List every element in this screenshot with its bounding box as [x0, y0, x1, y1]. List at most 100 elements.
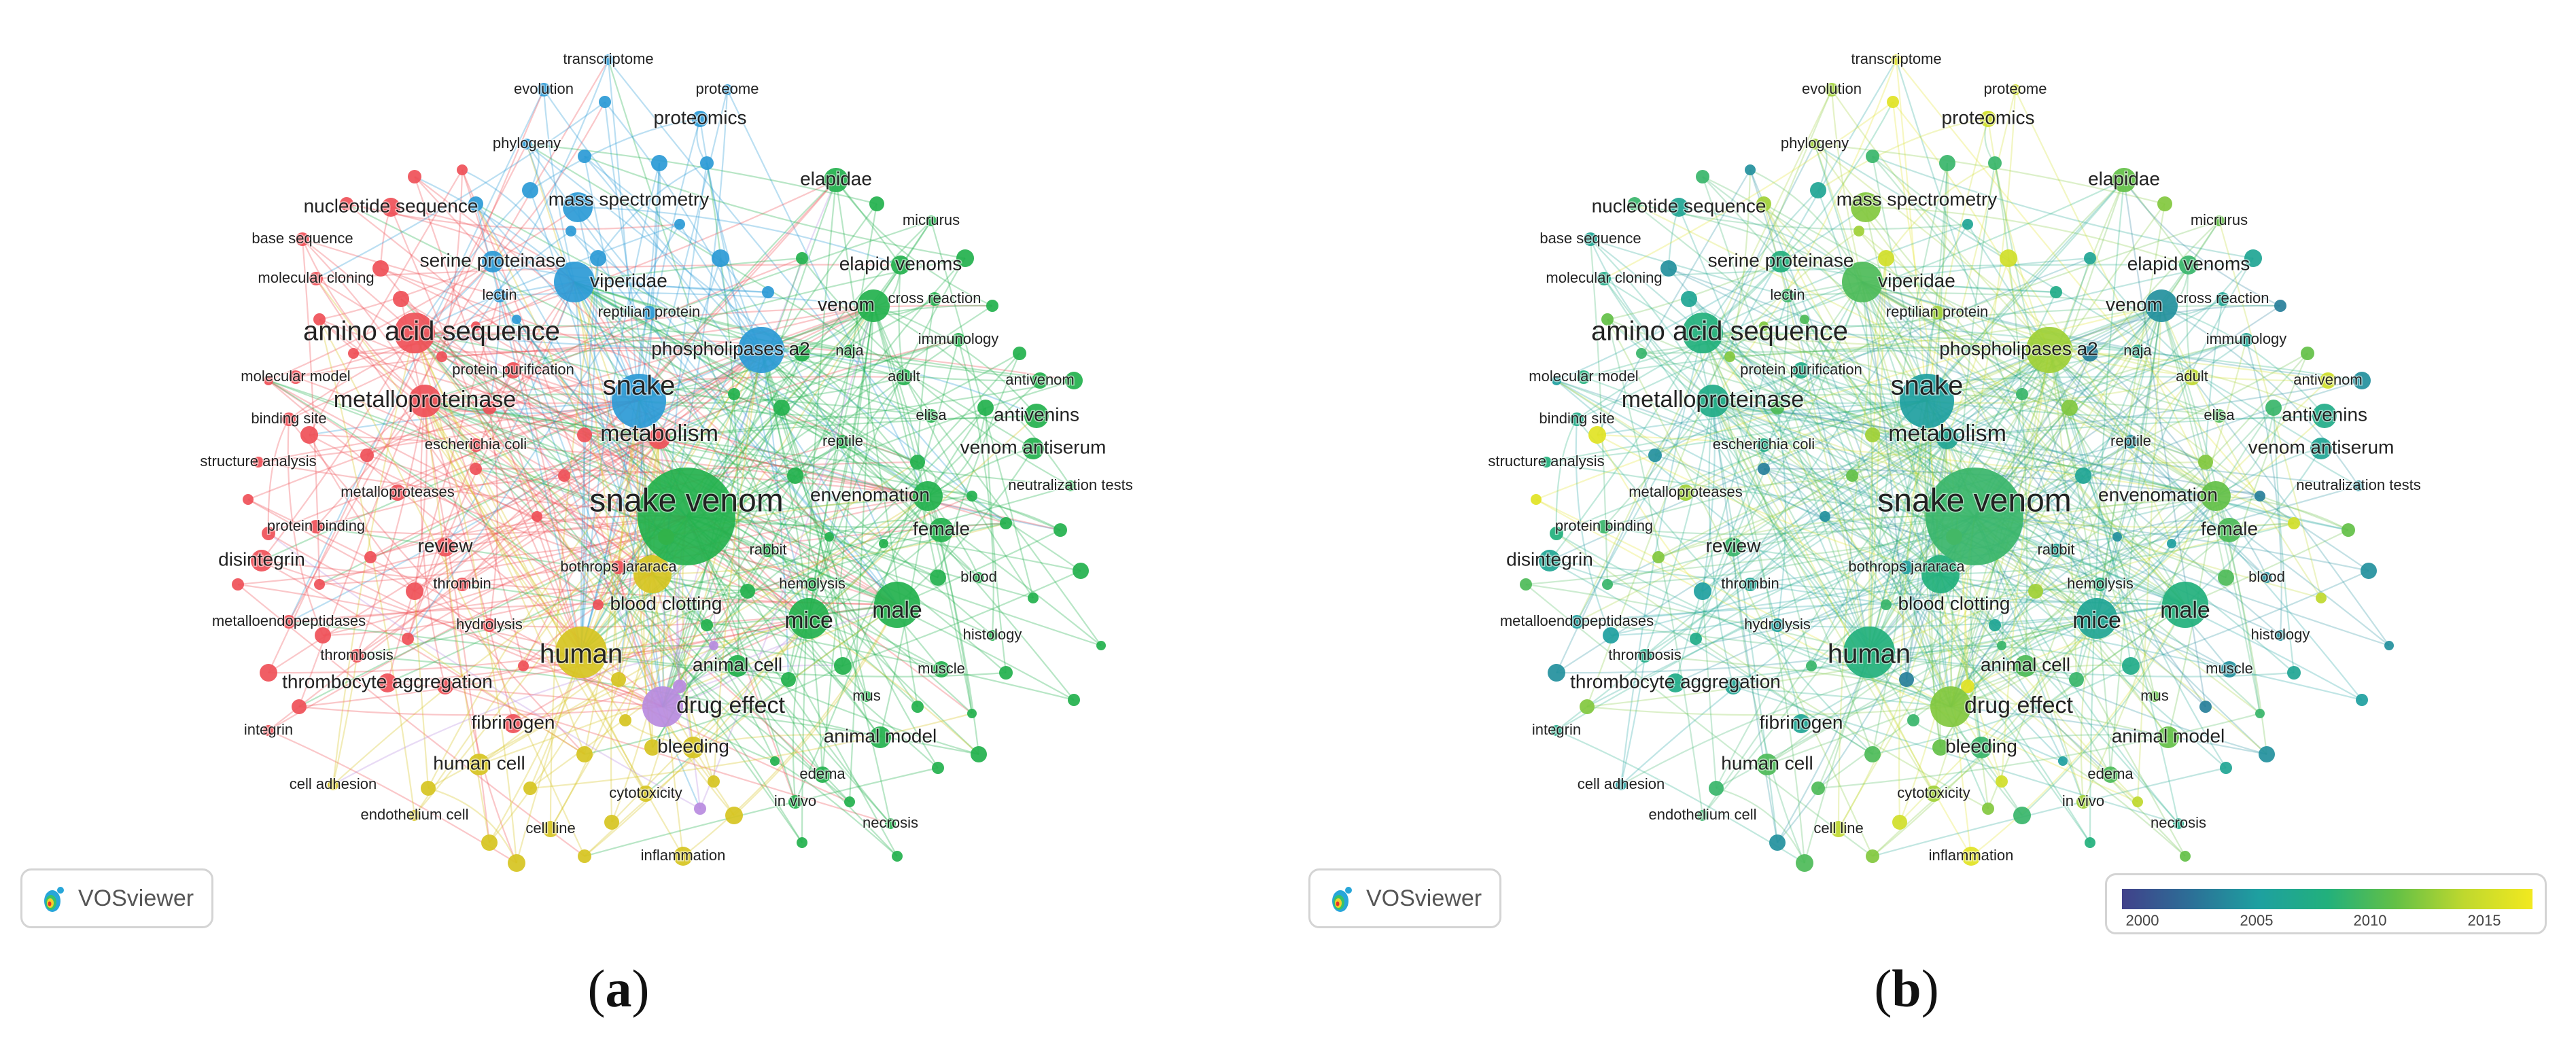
node-proteomics[interactable]	[692, 111, 708, 127]
node[interactable]	[590, 250, 606, 266]
node[interactable]	[604, 815, 619, 830]
node[interactable]	[2069, 672, 2084, 687]
node[interactable]	[644, 739, 661, 756]
node[interactable]	[2000, 249, 2017, 267]
node-binding-site[interactable]	[282, 412, 296, 426]
node-human-cell[interactable]	[1756, 754, 1778, 775]
node[interactable]	[481, 834, 498, 851]
node-venom-antiserum[interactable]	[2310, 438, 2332, 459]
node-cross-reaction[interactable]	[2216, 292, 2229, 306]
node[interactable]	[2132, 796, 2143, 807]
node[interactable]	[2361, 563, 2377, 579]
node-in-vivo[interactable]	[788, 795, 802, 809]
node[interactable]	[1073, 563, 1089, 579]
node-metalloproteinase[interactable]	[1696, 385, 1729, 417]
node[interactable]	[1602, 579, 1613, 590]
node[interactable]	[1054, 523, 1067, 537]
node[interactable]	[522, 182, 538, 198]
node-necrosis[interactable]	[885, 818, 896, 829]
node[interactable]	[360, 448, 374, 462]
node-mus[interactable]	[2149, 691, 2160, 702]
node-cytotoxicity[interactable]	[638, 786, 654, 802]
node[interactable]	[770, 756, 780, 766]
node-hydrolysis[interactable]	[1771, 618, 1784, 632]
node[interactable]	[2265, 400, 2282, 416]
node-fibrinogen[interactable]	[1792, 714, 1811, 733]
node-envenomation[interactable]	[913, 481, 943, 511]
node[interactable]	[967, 709, 977, 718]
node[interactable]	[262, 527, 275, 540]
node[interactable]	[797, 837, 807, 848]
node-transcriptome[interactable]	[603, 54, 614, 65]
node[interactable]	[1756, 196, 1771, 211]
node[interactable]	[709, 641, 718, 650]
node[interactable]	[1758, 463, 1770, 475]
node[interactable]	[2316, 593, 2327, 603]
node-binding-site[interactable]	[1570, 412, 1584, 426]
node-endothelium-cell[interactable]	[1697, 810, 1708, 821]
node[interactable]	[2085, 837, 2095, 848]
node[interactable]	[1939, 155, 1955, 171]
node[interactable]	[2288, 517, 2300, 529]
node[interactable]	[967, 491, 977, 501]
node-cross-reaction[interactable]	[928, 292, 941, 306]
node[interactable]	[2259, 746, 2275, 762]
node[interactable]	[1899, 672, 1914, 687]
node[interactable]	[300, 426, 318, 444]
node-mice[interactable]	[788, 598, 829, 639]
node-antivenom[interactable]	[1032, 372, 1048, 389]
node-integrin[interactable]	[1551, 725, 1562, 736]
node-elisa[interactable]	[2212, 409, 2226, 423]
node[interactable]	[470, 463, 482, 475]
node-amino-acid-sequence[interactable]	[394, 313, 435, 353]
node[interactable]	[2255, 491, 2265, 501]
node[interactable]	[437, 678, 453, 694]
node-nucleotide-sequence[interactable]	[1669, 198, 1688, 217]
node[interactable]	[1588, 426, 1606, 444]
node[interactable]	[977, 400, 994, 416]
node-in-vivo[interactable]	[2076, 795, 2090, 809]
node[interactable]	[372, 260, 389, 277]
node-thrombin[interactable]	[1743, 578, 1757, 591]
node[interactable]	[1690, 633, 1702, 645]
node[interactable]	[2384, 641, 2394, 650]
node[interactable]	[1982, 803, 1994, 815]
node-metalloendopeptidases[interactable]	[1570, 615, 1584, 629]
node-cytotoxicity[interactable]	[1926, 786, 1942, 802]
node-naja[interactable]	[843, 345, 856, 358]
node[interactable]	[348, 348, 359, 359]
node-immunology[interactable]	[952, 333, 965, 347]
node-structure-analysis[interactable]	[253, 457, 264, 468]
node[interactable]	[956, 249, 974, 267]
node[interactable]	[1028, 593, 1039, 603]
node[interactable]	[576, 746, 593, 762]
node[interactable]	[796, 252, 808, 264]
node-edema[interactable]	[814, 767, 831, 783]
node-review[interactable]	[1724, 538, 1743, 557]
node-proteome[interactable]	[2010, 84, 2021, 95]
node[interactable]	[611, 672, 626, 687]
node[interactable]	[762, 286, 774, 298]
node[interactable]	[2028, 584, 2043, 599]
node[interactable]	[1771, 401, 1784, 415]
node-metabolism[interactable]	[648, 427, 670, 449]
node[interactable]	[708, 775, 720, 788]
node[interactable]	[364, 551, 377, 563]
node[interactable]	[701, 619, 713, 631]
node-venom[interactable]	[857, 289, 890, 322]
node-reptile[interactable]	[836, 435, 850, 448]
node[interactable]	[1601, 313, 1614, 325]
node[interactable]	[844, 796, 855, 807]
node[interactable]	[313, 313, 326, 325]
node-thrombin[interactable]	[455, 578, 469, 591]
node-metalloendopeptidases[interactable]	[282, 615, 296, 629]
node[interactable]	[911, 701, 924, 713]
node-lectin[interactable]	[493, 289, 506, 302]
node-phylogeny[interactable]	[521, 139, 532, 149]
node-reptilian-protein[interactable]	[642, 306, 656, 319]
node-protein-binding[interactable]	[1597, 520, 1611, 533]
node[interactable]	[1580, 699, 1595, 714]
node[interactable]	[1552, 376, 1561, 385]
node[interactable]	[340, 197, 353, 211]
node[interactable]	[1989, 619, 2001, 631]
